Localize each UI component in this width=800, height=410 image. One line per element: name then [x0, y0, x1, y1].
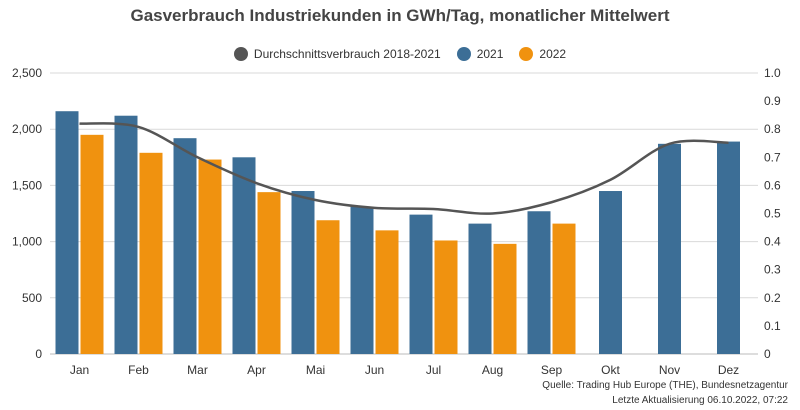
- legend-swatch-average: [233, 47, 248, 61]
- source-line-2: Letzte Aktualisierung 06.10.2022, 07:22: [612, 395, 788, 406]
- bar-2022: [493, 243, 517, 354]
- y2-tick-label: 1.0: [764, 66, 781, 80]
- x-tick-label: Feb: [128, 363, 149, 377]
- legend-item-2022: 2022: [519, 47, 566, 61]
- y2-tick-label: 0: [764, 347, 771, 361]
- source-line-1: Quelle: Trading Hub Europe (THE), Bundes…: [542, 380, 788, 391]
- y2-tick-label: 0.2: [764, 291, 781, 305]
- bar-2022: [434, 240, 458, 354]
- y2-tick-label: 0.7: [764, 150, 781, 164]
- bar-2021: [658, 143, 681, 354]
- x-tick-label: Mar: [187, 363, 208, 377]
- bar-2021: [599, 191, 622, 354]
- bar-2021: [232, 157, 256, 354]
- bar-2021: [527, 211, 551, 354]
- bar-2022: [139, 152, 163, 354]
- bar-2021: [717, 141, 740, 354]
- x-tick-label: Jan: [70, 363, 89, 377]
- bar-2021: [350, 206, 374, 354]
- x-tick-label: Sep: [541, 363, 563, 377]
- bar-2022: [257, 192, 281, 354]
- legend-item-average: Durchschnittsverbrauch 2018-2021: [233, 47, 441, 61]
- x-tick-label: Nov: [659, 363, 680, 377]
- chart-title: Gasverbrauch Industriekunden in GWh/Tag,…: [130, 6, 670, 25]
- bar-2021: [468, 223, 492, 354]
- legend-label-2022: 2022: [539, 47, 567, 61]
- y2-tick-label: 0.3: [764, 263, 781, 277]
- x-tick-label: Okt: [601, 363, 620, 377]
- bar-2021: [409, 214, 433, 354]
- legend-label-2021: 2021: [476, 47, 504, 61]
- y2-tick-label: 0.8: [764, 122, 781, 136]
- bar-2022: [552, 223, 576, 354]
- series-line-average: [79, 122, 729, 215]
- x-tick-label: Aug: [482, 363, 503, 377]
- y2-tick-label: 0.9: [764, 94, 781, 108]
- bar-2022: [198, 159, 222, 354]
- bar-2022: [80, 134, 104, 354]
- x-tick-label: Jul: [426, 363, 441, 377]
- y2-tick-label: 0.6: [764, 178, 781, 192]
- legend-swatch-2022: [519, 47, 534, 61]
- bar-2021: [55, 111, 79, 354]
- legend-label-average: Durchschnittsverbrauch 2018-2021: [253, 47, 441, 61]
- y-tick-label: 1,500: [12, 178, 42, 192]
- x-tick-label: Apr: [247, 363, 266, 377]
- legend-swatch-2021: [456, 47, 471, 61]
- bar-2021: [114, 115, 138, 354]
- chart-legend: Durchschnittsverbrauch 2018-2021 2021 20…: [0, 47, 800, 61]
- y2-tick-label: 0.4: [764, 235, 781, 249]
- x-tick-label: Jun: [365, 363, 384, 377]
- y2-tick-label: 0.5: [764, 207, 781, 221]
- y-tick-label: 2,000: [12, 122, 42, 136]
- x-tick-label: Mai: [306, 363, 325, 377]
- y-tick-label: 1,000: [12, 235, 42, 249]
- x-tick-label: Dez: [718, 363, 739, 377]
- bar-2022: [375, 230, 399, 354]
- y-tick-label: 2,500: [12, 66, 42, 80]
- legend-item-2021: 2021: [456, 47, 504, 61]
- y2-tick-label: 0.1: [764, 319, 781, 333]
- bar-2021: [291, 191, 315, 354]
- bar-2021: [173, 138, 197, 354]
- bar-2022: [316, 220, 340, 354]
- y-tick-label: 0: [35, 347, 42, 361]
- y-tick-label: 500: [22, 291, 42, 305]
